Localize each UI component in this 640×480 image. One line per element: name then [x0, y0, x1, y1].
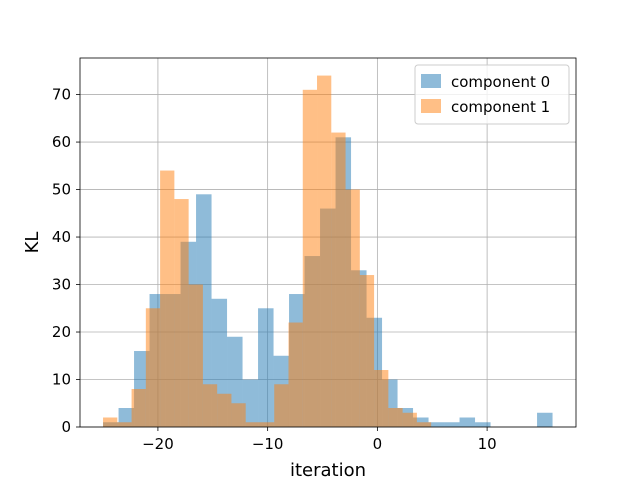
histogram-bar-component-1 [117, 422, 132, 427]
histogram-bar-component-1 [217, 393, 232, 427]
histogram-bar-component-1 [245, 422, 260, 427]
x-tick-label: 0 [373, 435, 383, 453]
histogram-bar-component-1 [145, 308, 161, 427]
histogram-bar-component-1 [174, 199, 189, 427]
x-axis-label: iteration [290, 460, 366, 480]
legend: component 0 component 1 [414, 64, 570, 125]
legend-swatch [421, 99, 441, 113]
x-tick-label: 10 [478, 435, 497, 453]
histogram-bar-component-1 [331, 132, 346, 427]
legend-label: component 0 [451, 73, 550, 91]
histogram-bar-component-0 [258, 308, 274, 427]
histogram-bar-component-1 [317, 75, 332, 428]
histogram-bar-component-1 [402, 412, 417, 427]
histogram-bar-component-1 [231, 403, 246, 427]
histogram-bar-component-1 [388, 408, 403, 427]
histogram-bar-component-1 [103, 417, 118, 427]
y-tick-label: 70 [52, 86, 71, 104]
histogram-bar-component-1 [416, 422, 432, 427]
histogram-bars [103, 75, 553, 428]
histogram-bar-component-0 [444, 422, 460, 427]
x-ticks: −20 −10 0 10 [142, 427, 497, 453]
histogram-bar-component-0 [242, 379, 259, 427]
histogram-bar-component-1 [188, 284, 203, 427]
y-tick-label: 10 [52, 371, 71, 389]
y-tick-label: 60 [52, 133, 71, 151]
y-tick-label: 50 [52, 181, 71, 199]
legend-label: component 1 [451, 98, 550, 116]
histogram-bar-component-1 [359, 275, 375, 427]
histogram-bar-component-1 [302, 89, 318, 427]
histogram-bar-component-1 [345, 189, 360, 427]
x-tick-label: −20 [142, 435, 174, 453]
legend-swatch [421, 74, 441, 88]
y-tick-label: 40 [52, 228, 71, 246]
y-tick-label: 30 [52, 276, 71, 294]
histogram-bar-component-0 [537, 412, 553, 427]
legend-box [414, 64, 570, 125]
histogram-bar-component-1 [274, 384, 289, 427]
histogram-bar-component-1 [374, 370, 389, 427]
histogram-bar-component-1 [160, 170, 175, 427]
x-tick-label: −10 [252, 435, 284, 453]
histogram-bar-component-0 [475, 422, 491, 427]
histogram-bar-component-0 [459, 417, 476, 427]
y-axis-label: KL [22, 232, 43, 254]
histogram-bar-component-0 [428, 422, 445, 427]
y-tick-label: 0 [61, 418, 71, 436]
histogram-bar-component-1 [259, 422, 275, 427]
y-ticks: 0 10 20 30 40 50 60 70 [52, 86, 80, 436]
y-tick-label: 20 [52, 323, 71, 341]
histogram-bar-component-1 [131, 389, 146, 427]
plot-frame [79, 57, 577, 428]
histogram-bar-component-1 [288, 322, 303, 427]
histogram-bar-component-1 [202, 384, 218, 427]
